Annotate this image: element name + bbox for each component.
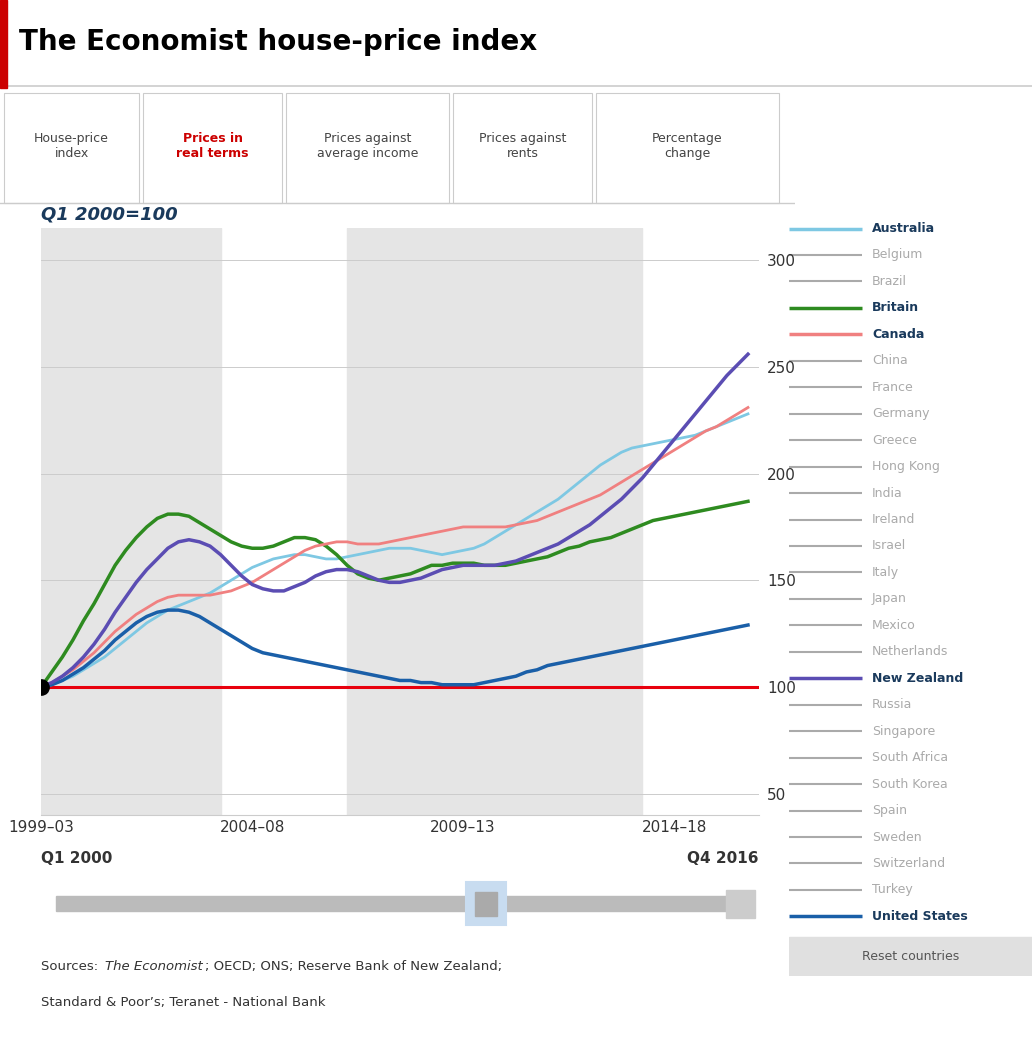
Text: Singapore: Singapore xyxy=(872,725,935,738)
Text: Israel: Israel xyxy=(872,540,906,552)
Bar xyxy=(789,937,1032,976)
Bar xyxy=(727,890,755,918)
Text: Britain: Britain xyxy=(872,301,920,315)
Text: Q1 2000: Q1 2000 xyxy=(41,851,112,866)
Text: Switzerland: Switzerland xyxy=(872,857,945,870)
Text: Turkey: Turkey xyxy=(872,883,912,897)
Bar xyxy=(596,93,779,202)
Text: South Africa: South Africa xyxy=(872,752,948,764)
Text: ; OECD; ONS; Reserve Bank of New Zealand;: ; OECD; ONS; Reserve Bank of New Zealand… xyxy=(205,960,503,974)
Text: Prices against
average income: Prices against average income xyxy=(317,132,418,160)
Text: Belgium: Belgium xyxy=(872,248,924,262)
Bar xyxy=(347,228,643,815)
Text: Q4 2016: Q4 2016 xyxy=(687,851,759,866)
Text: Germany: Germany xyxy=(872,407,930,420)
Bar xyxy=(0,0,7,88)
Bar xyxy=(453,93,592,202)
Text: South Korea: South Korea xyxy=(872,777,947,791)
Text: Netherlands: Netherlands xyxy=(872,646,948,658)
Bar xyxy=(286,93,449,202)
Text: Ireland: Ireland xyxy=(872,513,915,526)
Text: Sources:: Sources: xyxy=(41,960,102,974)
Text: Hong Kong: Hong Kong xyxy=(872,460,940,473)
Text: Sweden: Sweden xyxy=(872,830,922,844)
Text: Percentage
change: Percentage change xyxy=(652,132,722,160)
Text: Greece: Greece xyxy=(872,434,916,446)
Bar xyxy=(143,93,282,202)
Bar xyxy=(4,93,139,202)
Text: The Economist: The Economist xyxy=(105,960,203,974)
Bar xyxy=(466,882,506,926)
Text: House-price
index: House-price index xyxy=(34,132,109,160)
Text: Italy: Italy xyxy=(872,566,899,579)
Bar xyxy=(56,896,744,911)
Text: Reset countries: Reset countries xyxy=(862,950,960,963)
Text: United States: United States xyxy=(872,910,968,923)
Text: Q1 2000=100: Q1 2000=100 xyxy=(41,206,178,223)
Text: Mexico: Mexico xyxy=(872,619,915,632)
Text: Canada: Canada xyxy=(872,328,925,340)
Bar xyxy=(41,228,221,815)
Text: New Zealand: New Zealand xyxy=(872,672,963,685)
Text: France: France xyxy=(872,381,913,393)
Text: Japan: Japan xyxy=(872,593,907,605)
Bar xyxy=(475,892,496,916)
Text: Spain: Spain xyxy=(872,804,907,817)
Text: Brazil: Brazil xyxy=(872,275,907,288)
Text: Prices against
rents: Prices against rents xyxy=(479,132,567,160)
Text: Standard & Poor’s; Teranet - National Bank: Standard & Poor’s; Teranet - National Ba… xyxy=(41,996,326,1010)
Text: Prices in
real terms: Prices in real terms xyxy=(176,132,249,160)
Text: Russia: Russia xyxy=(872,699,912,711)
Text: The Economist house-price index: The Economist house-price index xyxy=(19,28,537,56)
Text: China: China xyxy=(872,354,908,367)
Text: Australia: Australia xyxy=(872,222,935,235)
Text: India: India xyxy=(872,487,903,499)
